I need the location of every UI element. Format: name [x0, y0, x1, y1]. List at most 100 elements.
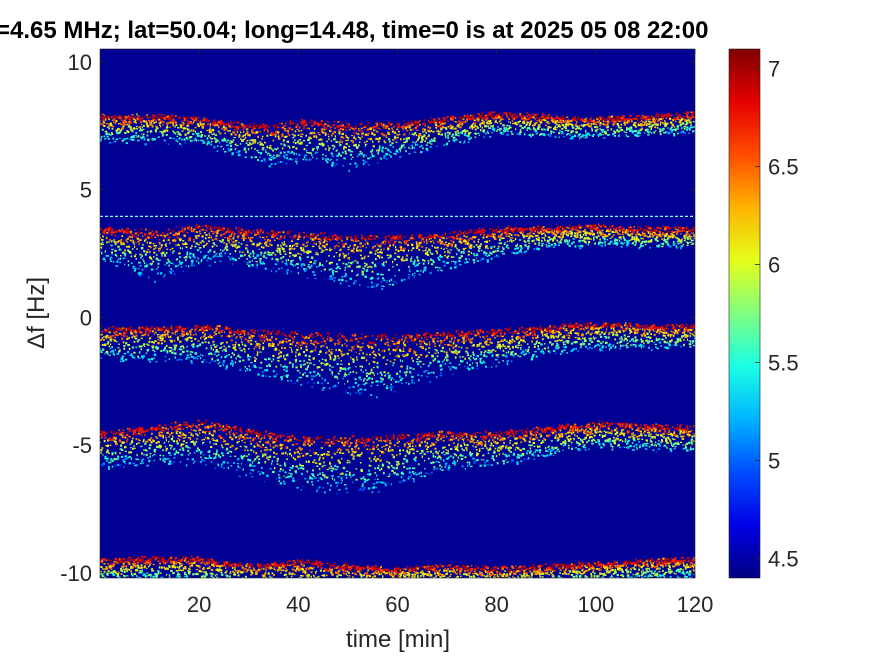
heat-pixel [649, 235, 652, 238]
heat-pixel [571, 124, 574, 126]
heat-pixel [427, 130, 430, 133]
heat-pixel [453, 140, 456, 143]
heat-pixel [536, 238, 539, 241]
heat-pixel [345, 263, 348, 266]
heat-pixel [685, 123, 688, 126]
heat-pixel [282, 231, 285, 234]
heat-pixel [101, 117, 104, 120]
heat-pixel [513, 252, 516, 254]
heat-pixel [392, 265, 394, 268]
heat-pixel [510, 112, 512, 115]
heat-pixel [238, 125, 240, 128]
heat-pixel [389, 244, 392, 247]
heat-pixel [123, 257, 126, 259]
heat-pixel [169, 270, 172, 273]
heat-pixel [600, 233, 603, 236]
heat-pixel [462, 118, 465, 120]
heat-pixel [285, 162, 288, 165]
heat-pixel [320, 120, 324, 123]
heat-pixel [535, 237, 538, 240]
heat-pixel [361, 234, 363, 237]
heat-pixel [620, 241, 623, 244]
heat-pixel [210, 228, 213, 230]
heat-pixel [647, 236, 649, 238]
heat-pixel [198, 262, 200, 265]
heat-pixel [391, 237, 393, 239]
heat-pixel [318, 134, 321, 136]
heat-pixel [556, 239, 559, 242]
heat-pixel [149, 122, 151, 125]
heat-pixel [168, 260, 171, 263]
heat-pixel [133, 118, 135, 120]
heat-pixel [623, 238, 627, 241]
heat-pixel [168, 236, 171, 239]
heat-pixel [688, 233, 691, 236]
heat-pixel [114, 334, 117, 337]
heat-pixel [571, 226, 574, 228]
heat-pixel [243, 231, 246, 233]
heat-pixel [647, 231, 650, 234]
heat-pixel [291, 158, 294, 161]
heat-pixel [558, 244, 560, 246]
heat-pixel [577, 117, 580, 120]
heat-pixel [354, 125, 357, 128]
heat-pixel [543, 128, 546, 131]
heat-pixel [280, 161, 284, 164]
heat-pixel [678, 239, 681, 242]
heat-pixel [549, 135, 552, 137]
heat-pixel [666, 122, 669, 125]
heat-pixel [581, 245, 584, 248]
heat-pixel [634, 240, 637, 243]
heat-pixel [141, 356, 144, 359]
heat-pixel [328, 249, 331, 252]
heat-pixel [228, 124, 230, 127]
heat-pixel [287, 158, 289, 161]
heat-pixel [242, 134, 245, 136]
heat-pixel [354, 240, 357, 242]
heat-pixel [419, 120, 421, 122]
heat-pixel [552, 239, 555, 242]
heat-pixel [576, 232, 579, 235]
heat-pixel [462, 238, 464, 241]
heat-pixel [123, 353, 127, 355]
heat-pixel [288, 146, 291, 149]
heat-pixel [613, 228, 615, 231]
heat-pixel [538, 232, 541, 234]
heat-pixel [200, 251, 202, 253]
heat-pixel [494, 245, 496, 248]
heat-pixel [246, 249, 249, 252]
heat-pixel [127, 130, 130, 133]
heat-pixel [329, 159, 331, 161]
heat-pixel [319, 242, 322, 245]
heat-pixel [159, 125, 162, 128]
heat-pixel [325, 127, 328, 130]
heat-pixel [323, 143, 325, 146]
heat-pixel [411, 122, 414, 124]
heat-pixel [631, 235, 634, 239]
heat-pixel [111, 132, 114, 135]
heat-pixel [119, 332, 121, 335]
heat-pixel [341, 275, 344, 278]
heat-pixel [113, 353, 115, 356]
heat-pixel [445, 247, 448, 249]
heat-pixel [570, 131, 573, 134]
heat-pixel [639, 245, 642, 248]
heat-pixel [448, 251, 451, 254]
heat-pixel [256, 149, 259, 152]
heat-pixel [424, 128, 426, 131]
heat-pixel [686, 228, 689, 230]
heat-pixel [216, 123, 218, 126]
heat-pixel [224, 132, 226, 134]
heat-pixel [359, 265, 361, 268]
heat-pixel [414, 126, 417, 130]
heat-pixel [528, 245, 530, 248]
heat-pixel [111, 252, 113, 255]
heat-pixel [362, 236, 365, 239]
heat-pixel [170, 268, 172, 270]
heat-pixel [689, 121, 692, 124]
heat-pixel [171, 120, 174, 123]
heat-pixel [685, 233, 688, 236]
heat-pixel [144, 228, 147, 231]
heat-pixel [406, 258, 408, 261]
heat-pixel [324, 123, 327, 126]
